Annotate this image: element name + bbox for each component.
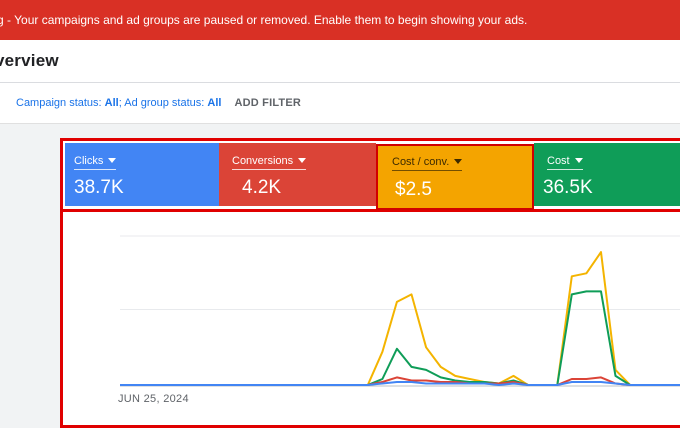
metric-selector-cost-per-conv[interactable]: Cost / conv. bbox=[392, 156, 463, 171]
performance-chart-panel: Clicks 38.7K Conversions 4.2K Cost / con… bbox=[60, 138, 680, 428]
metric-label-clicks: Clicks bbox=[74, 155, 104, 167]
campaign-status-label: Campaign status: bbox=[16, 97, 105, 109]
status-filter[interactable]: Campaign status: All; Ad group status: A… bbox=[16, 97, 221, 109]
performance-line-chart bbox=[120, 235, 680, 387]
metric-selector-cost[interactable]: Cost bbox=[547, 155, 583, 170]
metric-value-clicks: 38.7K bbox=[74, 177, 124, 198]
dropdown-caret-icon bbox=[574, 157, 583, 163]
metric-card-clicks[interactable]: Clicks 38.7K bbox=[65, 143, 219, 206]
dropdown-caret-icon bbox=[298, 157, 307, 163]
error-banner: g - Your campaigns and ad groups are pau… bbox=[0, 0, 680, 40]
add-filter-button[interactable]: ADD FILTER bbox=[234, 97, 302, 109]
cost-series-line bbox=[120, 290, 680, 386]
campaign-status-value: All bbox=[104, 97, 119, 109]
metric-label-cost: Cost bbox=[547, 155, 570, 167]
error-banner-text: g - Your campaigns and ad groups are pau… bbox=[0, 13, 528, 27]
metric-value-cost-per-conv: $2.5 bbox=[395, 179, 432, 200]
metric-selector-conversions[interactable]: Conversions bbox=[232, 155, 307, 170]
metric-label-conversions: Conversions bbox=[232, 155, 294, 167]
conversions-series-line bbox=[120, 376, 680, 386]
filter-bar: Campaign status: All; Ad group status: A… bbox=[0, 83, 680, 124]
page-title: verview bbox=[0, 51, 59, 70]
metric-cards: Clicks 38.7K Conversions 4.2K Cost / con… bbox=[63, 141, 680, 212]
metric-card-cost-per-conv[interactable]: Cost / conv. $2.5 bbox=[376, 144, 534, 210]
dropdown-caret-icon bbox=[454, 158, 463, 164]
x-axis-date-label: JUN 25, 2024 bbox=[118, 393, 189, 405]
cost-per-conv-series-line bbox=[120, 251, 680, 386]
metric-card-cost[interactable]: Cost 36.5K bbox=[534, 143, 680, 206]
adgroup-status-label: Ad group status: bbox=[124, 97, 208, 109]
page-header: verview bbox=[0, 40, 680, 83]
metric-label-cost-per-conv: Cost / conv. bbox=[392, 156, 450, 168]
dropdown-caret-icon bbox=[108, 157, 117, 163]
adgroup-status-value: All bbox=[207, 97, 222, 109]
metric-selector-clicks[interactable]: Clicks bbox=[74, 155, 117, 170]
metric-card-conversions[interactable]: Conversions 4.2K bbox=[219, 143, 376, 206]
filter-separator: ; bbox=[118, 97, 125, 109]
clicks-series-line bbox=[120, 381, 680, 386]
metric-value-conversions: 4.2K bbox=[242, 177, 282, 198]
metric-value-cost: 36.5K bbox=[543, 177, 593, 198]
